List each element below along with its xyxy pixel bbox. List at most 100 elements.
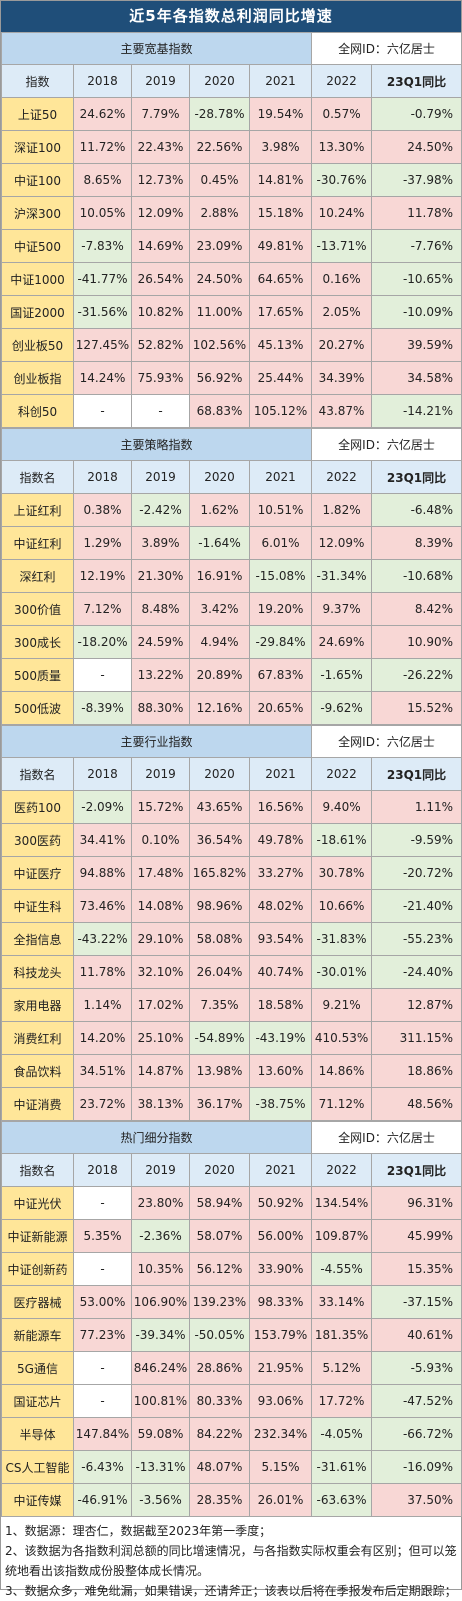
growth-cell: 8.48% [131,592,190,626]
table-row: 中证新能源 5.35% -2.36% 58.07% 56.00% 109.87% 45.99… [1,1219,462,1253]
growth-cell: 10.66% [311,889,373,923]
q1-growth-cell: -7.76% [371,229,462,263]
growth-cell: 48.07% [189,1450,250,1484]
index-name: 家用电器 [1,988,74,1022]
growth-cell: 14.86% [311,1054,373,1088]
growth-cell: -54.89% [189,1021,250,1055]
growth-cell: 58.94% [189,1186,250,1220]
growth-cell: -43.19% [248,1021,313,1055]
growth-cell: 3.98% [248,130,313,164]
section-title: 主要策略指数 [0,428,313,461]
index-name: 创业板50 [1,328,74,362]
growth-cell: 105.12% [248,394,313,428]
growth-cell: 11.78% [73,955,132,989]
table-row: 半导体 147.84% 59.08% 84.22% 232.34% -4.05% -66.7… [1,1417,462,1451]
growth-cell: 139.23% [189,1285,250,1319]
growth-cell: 18.58% [248,988,313,1022]
index-name: 科技龙头 [1,955,74,989]
note-line: 3、数据众多，难免纰漏，如果错误，还请斧正；该表以后将在季报发布后定期跟踪； [5,1584,457,1598]
growth-cell: 84.22% [189,1417,250,1451]
table-row: 中证生科 73.46% 14.08% 98.96% 48.02% 10.66% -21.40… [1,889,462,923]
growth-cell: -9.62% [311,691,373,725]
growth-cell: 100.81% [131,1384,190,1418]
growth-cell: 12.09% [311,526,373,560]
growth-cell: 10.35% [131,1252,190,1286]
column-header-year: 2022 [311,460,373,494]
section-title: 热门细分指数 [0,1121,313,1154]
table-row: 新能源车 77.23% -39.34% -50.05% 153.79% 181.35% 40… [1,1318,462,1352]
growth-cell: -50.05% [189,1318,250,1352]
index-name: 食品饮料 [1,1054,74,1088]
table-row: 科创50- -68.83% 105.12% 43.87% -14.21% [1,394,462,428]
growth-cell: 93.54% [248,922,313,956]
growth-cell: 9.37% [311,592,373,626]
growth-cell: 2.05% [311,295,373,329]
growth-cell: -30.76% [311,163,373,197]
growth-cell: 56.92% [189,361,250,395]
growth-cell: 102.56% [189,328,250,362]
column-header-name: 指数名 [1,1153,74,1187]
q1-growth-cell: 8.39% [371,526,462,560]
index-name: 上证红利 [1,493,74,527]
growth-cell: -3.56% [131,1483,190,1517]
growth-cell: 26.54% [131,262,190,296]
growth-cell: 48.02% [248,889,313,923]
growth-cell: 16.56% [248,790,313,824]
table-row: 上证红利 0.38% -2.42% 1.62% 10.51% 1.82% -6.48% [1,493,462,527]
index-name: 创业板指 [1,361,74,395]
q1-growth-cell: -47.52% [371,1384,462,1418]
growth-cell: 17.72% [311,1384,373,1418]
growth-cell: 2.88% [189,196,250,230]
growth-cell: 20.65% [248,691,313,725]
growth-cell: 19.20% [248,592,313,626]
watermark-id: 全网ID：六亿居士 [311,1121,462,1154]
growth-cell: 34.51% [73,1054,132,1088]
table-row: 医药100 -2.09% 15.72% 43.65% 16.56% 9.40% 1.11% [1,790,462,824]
table-row: CS人工智能 -6.43% -13.31% 48.07% 5.15% -31.61% -16… [1,1450,462,1484]
growth-cell: 28.86% [189,1351,250,1385]
growth-cell: -30.01% [311,955,373,989]
growth-cell: 3.89% [131,526,190,560]
growth-cell: -2.09% [73,790,132,824]
growth-cell: 12.09% [131,196,190,230]
column-header-row: 指数名 2018 2019 2020 2021 2022 23Q1同比 [1,460,462,494]
q1-growth-cell: 18.86% [371,1054,462,1088]
q1-growth-cell: -37.15% [371,1285,462,1319]
growth-cell: 24.50% [189,262,250,296]
growth-cell: - [73,1186,132,1220]
growth-cell: - [73,1252,132,1286]
q1-growth-cell: -10.65% [371,262,462,296]
index-name: 中证生科 [1,889,74,923]
note-line: 1、数据源：理杏仁，数据截至2023年第一季度； [5,1524,272,1538]
growth-cell: -28.78% [189,97,250,131]
column-header-year: 2022 [311,757,373,791]
growth-cell: 9.21% [311,988,373,1022]
growth-cell: 93.06% [248,1384,313,1418]
growth-cell: 53.00% [73,1285,132,1319]
column-header-year: 2020 [189,1153,250,1187]
growth-cell: 14.81% [248,163,313,197]
growth-cell: 6.01% [248,526,313,560]
q1-growth-cell: 37.50% [371,1483,462,1517]
watermark-id: 全网ID：六亿居士 [311,725,462,758]
column-header-row: 指数名 2018 2019 2020 2021 2022 23Q1同比 [1,1153,462,1187]
section-header-row: 主要宽基指数 全网ID：六亿居士 [0,32,462,65]
growth-cell: 56.12% [189,1252,250,1286]
index-name: 新能源车 [1,1318,74,1352]
growth-cell: 410.53% [311,1021,373,1055]
q1-growth-cell: -20.72% [371,856,462,890]
q1-growth-cell: 39.59% [371,328,462,362]
growth-cell: 14.08% [131,889,190,923]
growth-cell: 0.57% [311,97,373,131]
index-table: 主要行业指数 全网ID：六亿居士 指数名 2018 2019 2020 2021 2022 23… [0,725,462,1121]
growth-cell: 17.48% [131,856,190,890]
column-header-year: 2019 [131,64,190,98]
growth-cell: 22.43% [131,130,190,164]
growth-cell: 67.83% [248,658,313,692]
growth-cell: 88.30% [131,691,190,725]
q1-growth-cell: 8.42% [371,592,462,626]
column-header-name: 指数 [1,64,74,98]
column-header-year: 2018 [73,460,132,494]
q1-growth-cell: -0.79% [371,97,462,131]
growth-cell: 49.81% [248,229,313,263]
